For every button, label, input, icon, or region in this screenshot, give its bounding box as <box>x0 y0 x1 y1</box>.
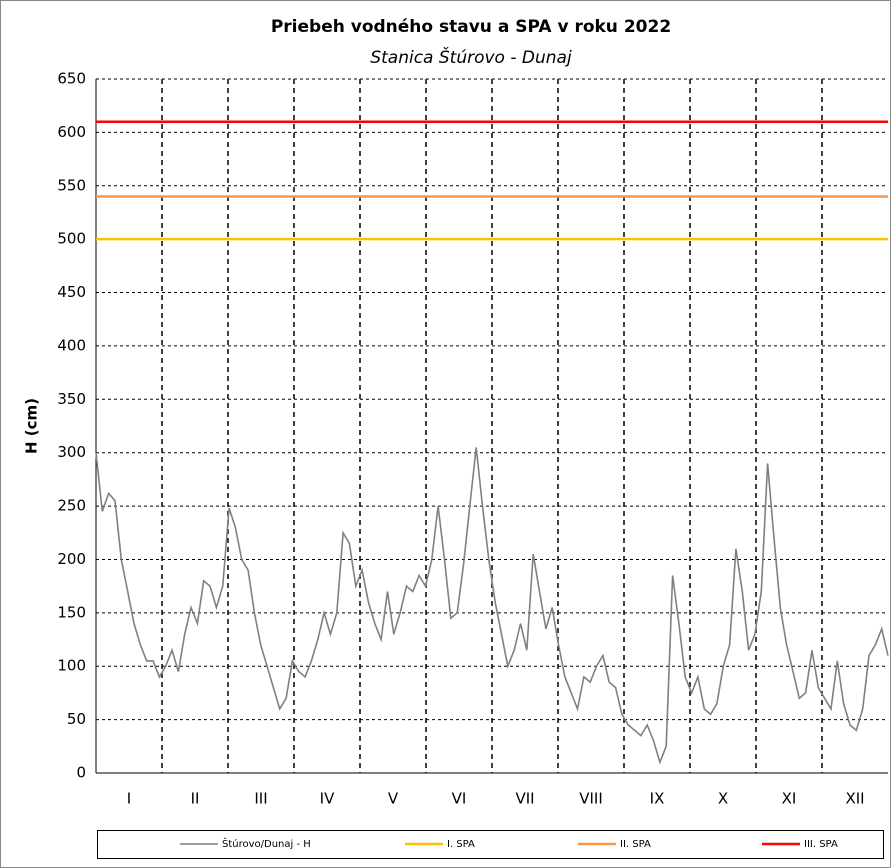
x-tick-label: II <box>191 790 200 808</box>
y-tick-label: 200 <box>57 550 86 568</box>
x-tick-label: VI <box>452 790 467 808</box>
x-tick-label: I <box>127 790 131 808</box>
y-tick-label: 150 <box>57 603 86 621</box>
legend-label: II. SPA <box>620 839 651 850</box>
x-tick-label: IX <box>650 790 665 808</box>
x-tick-label: IV <box>320 790 335 808</box>
chart-subtitle: Stanica Štúrovo - Dunaj <box>370 46 572 68</box>
legend <box>97 830 884 859</box>
y-tick-label: 50 <box>67 710 86 728</box>
x-tick-label: VII <box>515 790 534 808</box>
x-tick-label: XII <box>845 790 864 808</box>
legend-label: I. SPA <box>447 839 475 850</box>
y-tick-label: 0 <box>76 764 86 782</box>
x-tick-label: XI <box>782 790 797 808</box>
x-tick-label: III <box>254 790 267 808</box>
y-tick-label: 300 <box>57 443 86 461</box>
y-tick-label: 400 <box>57 336 86 354</box>
y-tick-label: 450 <box>57 283 86 301</box>
y-axis-label: H (cm) <box>23 398 41 454</box>
y-tick-label: 500 <box>57 230 86 248</box>
x-tick-label: X <box>718 790 728 808</box>
y-tick-label: 100 <box>57 657 86 675</box>
y-tick-label: 550 <box>57 176 86 194</box>
y-tick-label: 650 <box>57 70 86 88</box>
legend-label: III. SPA <box>804 839 838 850</box>
y-tick-label: 350 <box>57 390 86 408</box>
x-tick-label: V <box>388 790 399 808</box>
y-tick-label: 250 <box>57 497 86 515</box>
legend-label: Štúrovo/Dunaj - H <box>222 837 311 850</box>
data-line <box>95 447 889 765</box>
x-tick-label: VIII <box>579 790 603 808</box>
chart-title: Priebeh vodného stavu a SPA v roku 2022 <box>271 17 671 37</box>
y-tick-label: 600 <box>57 123 86 141</box>
